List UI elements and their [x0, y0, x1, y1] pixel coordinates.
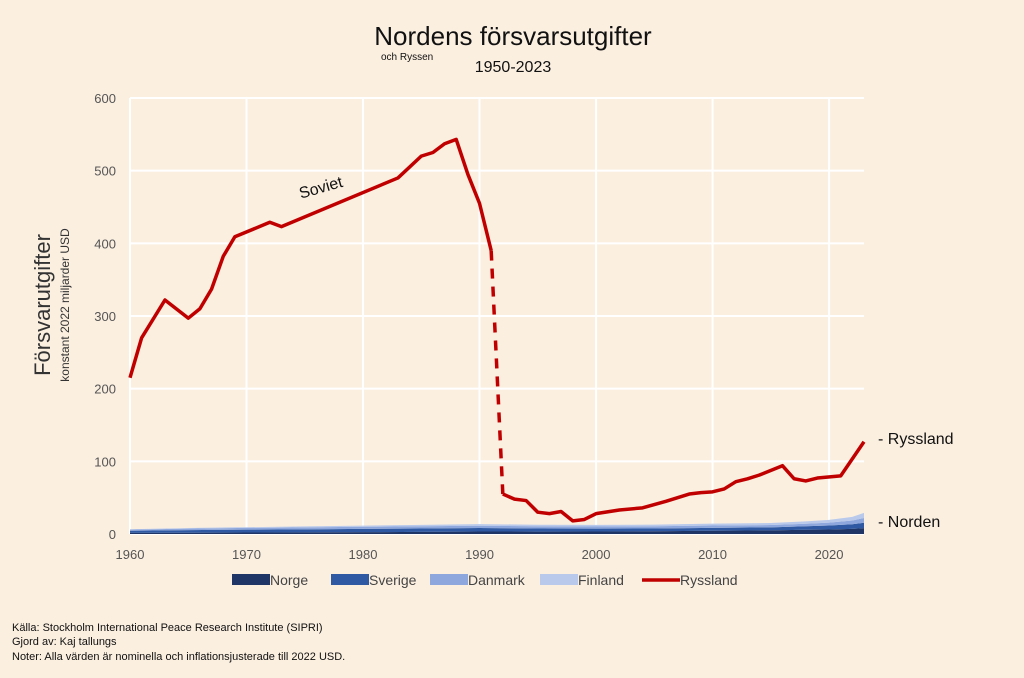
- y-tick-label-0: 0: [109, 527, 116, 542]
- legend-label-ryssland: Ryssland: [680, 572, 738, 588]
- soviet-annotation: Soviet: [297, 174, 345, 203]
- chart-title: Nordens försvarsutgifter: [374, 21, 652, 51]
- y-tick-label-600: 600: [94, 91, 116, 106]
- grid-layer: [129, 97, 864, 535]
- chart-subtitle: 1950-2023: [475, 59, 552, 76]
- author-note: Gjord av: Kaj tallungs: [12, 636, 117, 648]
- y-axis-sublabel: konstant 2022 miljarder USD: [58, 228, 72, 382]
- x-tick-label-2020: 2020: [815, 547, 844, 562]
- y-tick-label-100: 100: [94, 454, 116, 469]
- chart-subtitle-small: och Ryssen: [381, 52, 433, 63]
- legend-swatch-sverige: [331, 574, 369, 585]
- y-tick-label-300: 300: [94, 309, 116, 324]
- legend-swatch-danmark: [430, 574, 468, 585]
- legend: Norge Sverige Danmark Finland Ryssland: [232, 572, 738, 588]
- x-tick-label-1960: 1960: [116, 547, 145, 562]
- x-tick-label-2010: 2010: [698, 547, 727, 562]
- legend-swatch-finland: [540, 574, 578, 585]
- x-tick-label-1970: 1970: [232, 547, 261, 562]
- russia-line-layer: [128, 137, 866, 523]
- end-label-russia: - Ryssland: [878, 431, 954, 448]
- legend-label-finland: Finland: [578, 572, 624, 588]
- tick-layer: 0 100 200 300 400 500 600 1960 1970 1980 1990 2000 2…: [94, 91, 843, 562]
- x-tick-label-2000: 2000: [582, 547, 611, 562]
- y-axis-label: Försvarutgifter: [30, 234, 55, 376]
- line-soviet: [128, 137, 493, 379]
- legend-label-norge: Norge: [270, 572, 308, 588]
- line-russia: [502, 440, 866, 523]
- area-norge: [130, 528, 864, 534]
- y-tick-label-200: 200: [94, 382, 116, 397]
- end-label-nordic: - Norden: [878, 514, 940, 531]
- area-sverige: [130, 522, 864, 533]
- legend-label-sverige: Sverige: [369, 572, 417, 588]
- source-note: Källa: Stockholm International Peace Res…: [12, 622, 323, 634]
- x-tick-label-1990: 1990: [465, 547, 494, 562]
- legend-label-danmark: Danmark: [468, 572, 526, 588]
- line-transition-dashed: [489, 250, 505, 495]
- y-tick-label-500: 500: [94, 164, 116, 179]
- legend-swatch-norge: [232, 574, 270, 585]
- area-danmark: [130, 518, 864, 531]
- stacked-area-layer: [130, 512, 864, 534]
- y-tick-label-400: 400: [94, 236, 116, 251]
- x-tick-label-1980: 1980: [349, 547, 378, 562]
- area-finland: [130, 512, 864, 530]
- notes-note: Noter: Alla värden är nominella och infl…: [12, 651, 345, 663]
